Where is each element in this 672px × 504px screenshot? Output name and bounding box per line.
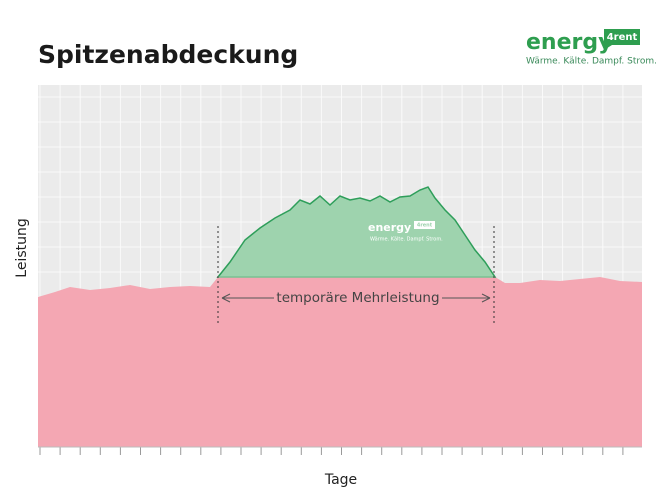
base-load-area [38, 277, 642, 447]
arrowhead-right [481, 293, 491, 303]
logo-badge: 4rent [607, 32, 638, 43]
peak-area [216, 186, 497, 278]
watermark: energy 4rent Wärme. Kälte. Dampf. Strom. [368, 221, 443, 243]
logo: energy 4rent Wärme. Kälte. Dampf. Strom. [526, 29, 657, 67]
title: Spitzenabdeckung [38, 40, 298, 69]
watermark-tagline: Wärme. Kälte. Dampf. Strom. [370, 237, 443, 243]
watermark-badge: 4rent [417, 223, 433, 229]
logo-brand: energy [526, 30, 612, 55]
annotation: temporäre Mehrleistung [276, 290, 439, 306]
x-ticks [39, 447, 624, 455]
arrowhead-left [221, 293, 231, 303]
watermark-badge-box [414, 221, 435, 229]
plot: energy 4rent Wärme. Kälte. Dampf. Strom.… [38, 85, 642, 455]
x-axis-label: Tage [324, 472, 357, 488]
logo-badge-box [604, 29, 640, 50]
watermark-brand: energy [368, 221, 411, 234]
y-axis-label: Leistung [14, 218, 30, 277]
logo-tagline: Wärme. Kälte. Dampf. Strom. [526, 57, 657, 67]
